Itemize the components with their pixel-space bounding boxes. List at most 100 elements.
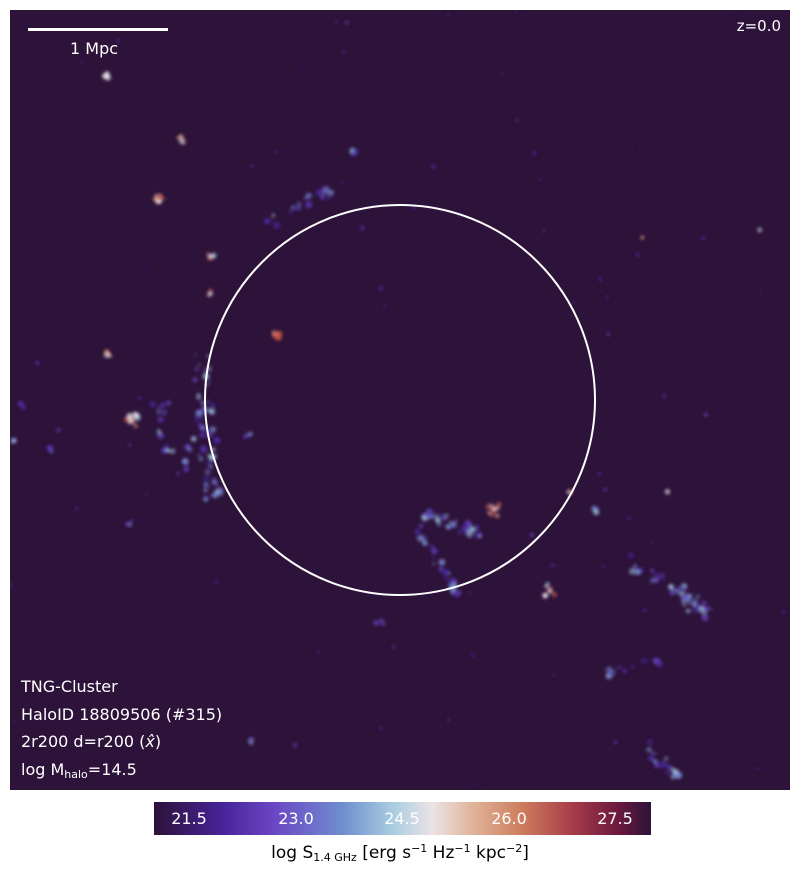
emission-blob <box>496 502 502 507</box>
emission-blob <box>680 594 689 602</box>
emission-blob <box>708 606 713 612</box>
emission-blob <box>342 50 346 54</box>
emission-blob <box>190 436 197 442</box>
emission-blob <box>423 535 429 541</box>
emission-blob <box>137 395 143 401</box>
emission-blob <box>653 572 659 578</box>
emission-blob <box>249 736 253 740</box>
emission-blob <box>781 610 786 614</box>
emission-blob <box>335 19 338 23</box>
emission-blob <box>206 252 209 255</box>
emission-blob <box>161 409 168 416</box>
emission-blob <box>199 432 205 439</box>
emission-blob <box>515 118 519 122</box>
emission-blob <box>640 237 643 240</box>
emission-blob <box>701 600 707 606</box>
emission-blob <box>293 204 301 212</box>
emission-blob <box>316 189 324 197</box>
emission-blob <box>672 770 676 774</box>
emission-blob <box>270 218 273 221</box>
emission-blob <box>156 429 162 434</box>
emission-blob <box>131 418 135 422</box>
emission-blob <box>209 465 213 469</box>
emission-blob <box>639 569 643 572</box>
emission-blob <box>79 59 84 64</box>
emission-blob <box>675 771 683 779</box>
emission-blob <box>160 402 166 408</box>
emission-blob <box>662 759 665 762</box>
emission-blob <box>427 508 435 516</box>
emission-blob <box>20 404 26 411</box>
emission-blob <box>434 549 439 554</box>
emission-blob <box>206 483 212 488</box>
emission-blob <box>273 221 281 229</box>
emission-blob <box>200 446 208 453</box>
emission-blob <box>677 591 681 595</box>
emission-blob <box>215 437 219 441</box>
emission-blob <box>609 671 615 676</box>
simulation-name: TNG-Cluster <box>21 677 118 696</box>
emission-blob <box>414 529 421 535</box>
emission-blob <box>197 453 201 457</box>
emission-blob <box>470 653 475 658</box>
emission-blob <box>583 65 586 68</box>
emission-blob <box>344 20 350 26</box>
emission-blob <box>129 519 134 523</box>
emission-blob <box>650 751 654 755</box>
emission-blob <box>659 761 666 768</box>
radio-emission-map: 1 Mpc z=0.0 TNG-Cluster HaloID 18809506 … <box>10 10 790 790</box>
emission-blob <box>116 38 121 44</box>
halo-id: HaloID 18809506 (#315) <box>21 704 223 724</box>
emission-blob <box>627 552 634 559</box>
emission-blob <box>471 533 474 536</box>
emission-blob <box>539 177 542 181</box>
colorbar-tick: 26.0 <box>491 809 527 828</box>
emission-blob <box>249 741 254 746</box>
emission-blob <box>125 521 130 527</box>
emission-blob <box>208 292 213 296</box>
emission-blob <box>438 513 444 519</box>
emission-blob <box>194 366 200 372</box>
emission-blob <box>635 252 641 258</box>
emission-blob <box>459 528 463 532</box>
emission-blob <box>670 767 674 771</box>
emission-blob <box>200 400 205 406</box>
emission-blob <box>211 478 217 485</box>
emission-blob <box>198 423 204 428</box>
emission-blob <box>627 516 632 521</box>
emission-blob <box>198 456 204 462</box>
emission-blob <box>532 151 537 156</box>
emission-blob <box>13 720 16 723</box>
emission-blob <box>449 520 452 523</box>
emission-blob <box>621 668 628 674</box>
emission-blob <box>614 666 618 670</box>
emission-blob <box>203 488 208 493</box>
emission-blob <box>618 665 622 669</box>
emission-blob <box>128 420 131 423</box>
emission-blob <box>642 607 648 613</box>
emission-blob <box>187 447 193 453</box>
emission-blob <box>210 403 215 408</box>
emission-blob <box>157 416 164 423</box>
emission-blob <box>208 380 212 383</box>
emission-blob <box>132 411 138 417</box>
emission-blob <box>449 577 456 584</box>
emission-blob <box>290 205 296 210</box>
emission-blob <box>300 65 304 69</box>
emission-blob <box>271 330 276 335</box>
emission-blob <box>703 606 709 612</box>
emission-blob <box>509 573 512 576</box>
emission-blob <box>149 401 156 408</box>
emission-blob <box>650 541 653 545</box>
emission-blob <box>200 416 205 421</box>
emission-blob <box>646 747 652 753</box>
emission-blob <box>458 531 461 535</box>
emission-blob <box>206 354 210 358</box>
emission-blob <box>350 147 355 153</box>
emission-blob <box>474 524 480 530</box>
emission-blob <box>682 603 686 607</box>
emission-blob <box>679 585 687 592</box>
emission-blob <box>196 394 202 400</box>
emission-blob <box>213 437 221 444</box>
redshift-label: z=0.0 <box>736 17 781 35</box>
